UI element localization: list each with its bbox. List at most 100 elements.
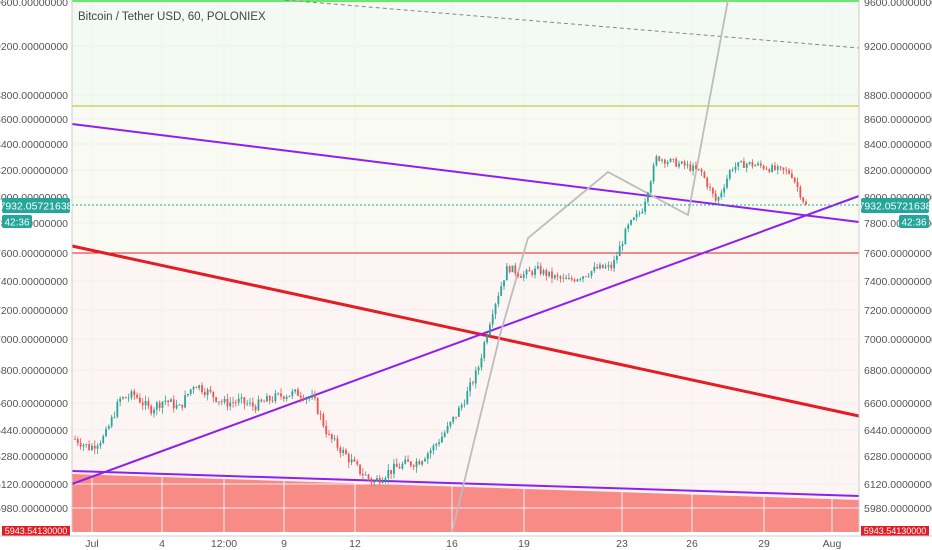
candle-body xyxy=(695,165,697,169)
candle-body xyxy=(407,459,409,462)
candle-body xyxy=(599,264,601,269)
candle-body xyxy=(260,399,263,402)
price-badge-right-text: 7932.05721638 xyxy=(859,201,932,213)
candle-body xyxy=(491,314,494,325)
y-tick-label-left: 7200.00000000 xyxy=(0,305,68,317)
candle-body xyxy=(181,404,184,408)
time-axis: Jul 4 12:00 9 12 16 19 23 26 29 Aug xyxy=(0,535,932,550)
candle-body xyxy=(641,211,644,214)
candle-body xyxy=(186,393,189,396)
candle-body xyxy=(268,396,271,401)
candle-body xyxy=(376,478,378,481)
candle-body xyxy=(119,398,122,402)
y-tick-label-right: 8400.00000000 xyxy=(864,139,932,151)
candle-body xyxy=(322,414,325,426)
candle-body xyxy=(395,463,398,468)
red-trend-line xyxy=(71,244,860,418)
y-tick-label-right: 7200.00000000 xyxy=(864,305,932,317)
candle-body xyxy=(711,187,714,194)
candle-body xyxy=(175,404,178,409)
candle-body xyxy=(76,439,79,444)
candle-body xyxy=(779,166,782,168)
candle-body xyxy=(455,416,457,418)
x-tick-label: 16 xyxy=(446,538,458,550)
candle-body xyxy=(438,442,440,445)
candle-body xyxy=(703,172,706,178)
candle-body xyxy=(587,275,590,277)
candle-body xyxy=(748,162,751,164)
candle-body xyxy=(390,469,393,474)
y-tick-label-left: 5980.00000000 xyxy=(0,503,68,515)
candle-body xyxy=(226,398,229,407)
candle-body xyxy=(212,391,215,398)
candle-body xyxy=(443,432,446,437)
candle-body xyxy=(615,256,618,260)
candle-body xyxy=(457,407,460,417)
candle-body xyxy=(305,398,308,400)
candle-body xyxy=(661,159,663,161)
candle-body xyxy=(607,264,610,267)
candle-body xyxy=(88,444,91,450)
candle-body xyxy=(655,156,658,166)
x-tick-label: Jul xyxy=(85,538,98,550)
candle-body xyxy=(596,266,599,269)
candle-body xyxy=(449,421,452,427)
y-tick-label-right: 5980.00000000 xyxy=(864,503,932,515)
candle-body xyxy=(680,161,683,164)
candle-body xyxy=(243,397,246,404)
dashed-trend-line xyxy=(284,0,860,49)
candle-body xyxy=(790,173,793,178)
candle-body xyxy=(788,170,790,174)
candle-body xyxy=(751,162,754,167)
x-tick-label: 29 xyxy=(758,538,770,550)
candle-body xyxy=(254,406,257,411)
olive-zone xyxy=(72,105,859,253)
candle-body xyxy=(229,402,232,407)
candle-body xyxy=(330,434,333,440)
candle-body xyxy=(726,178,728,188)
candlesticks xyxy=(74,154,807,487)
candle-body xyxy=(251,402,254,407)
trend-lines xyxy=(71,0,860,533)
candle-body xyxy=(542,270,545,275)
price-badge-left xyxy=(2,198,70,213)
candle-body xyxy=(314,395,316,399)
candle-body xyxy=(505,266,508,281)
candle-body xyxy=(576,279,579,282)
candle-body xyxy=(401,463,404,469)
candle-body xyxy=(618,246,621,257)
y-tick-label-left: 6440.00000000 xyxy=(0,425,68,437)
y-tick-label-left: 7000.00000000 xyxy=(0,334,68,346)
candle-body xyxy=(246,403,249,405)
candle-body xyxy=(734,166,737,170)
candle-body xyxy=(141,402,144,406)
y-tick-label-right: 9600.00000000 xyxy=(864,0,932,9)
candle-body xyxy=(418,461,421,465)
price-badge-right xyxy=(861,198,929,213)
candle-body xyxy=(139,397,141,403)
candle-body xyxy=(201,385,203,393)
x-tick-label: 12 xyxy=(349,538,361,550)
candle-body xyxy=(511,265,514,273)
candle-body xyxy=(737,162,740,167)
candle-body xyxy=(85,444,88,445)
candle-body xyxy=(96,445,99,449)
candle-body xyxy=(116,401,119,417)
x-tick-label: Aug xyxy=(823,538,842,550)
candle-body xyxy=(579,278,582,280)
candle-body xyxy=(759,163,762,166)
candle-body xyxy=(345,449,347,455)
y-tick-label-left: 7400.00000000 xyxy=(0,276,68,288)
candle-body xyxy=(534,268,536,275)
candle-body xyxy=(127,397,130,399)
candle-body xyxy=(209,389,212,392)
candle-body xyxy=(110,416,113,427)
y-tick-label-right: 8200.00000000 xyxy=(864,165,932,177)
candle-body xyxy=(768,169,771,172)
y-tick-label-right: 6800.00000000 xyxy=(864,365,932,377)
time-axis-background xyxy=(0,536,932,550)
candle-body xyxy=(754,165,757,167)
candle-body xyxy=(232,402,234,404)
candle-body xyxy=(630,220,632,225)
